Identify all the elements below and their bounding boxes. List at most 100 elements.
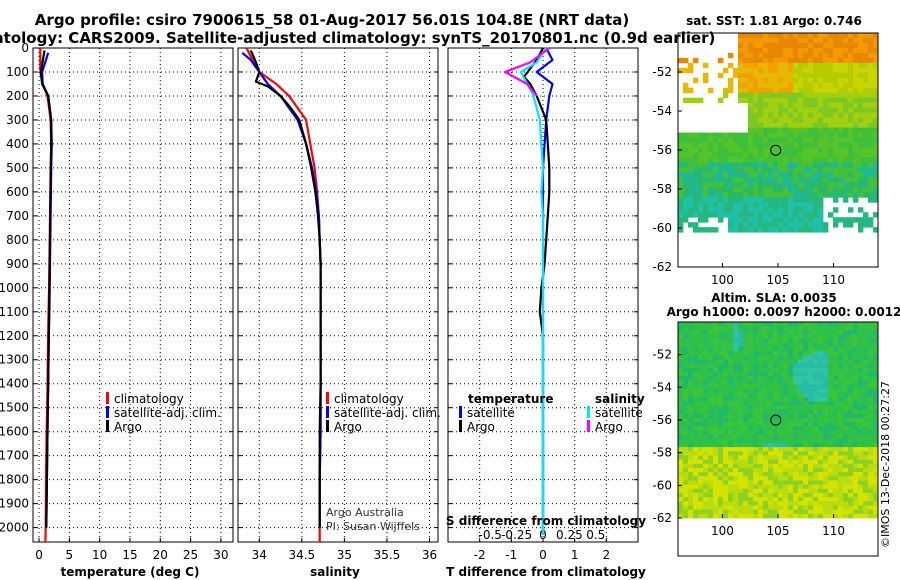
temperature-axis-label: temperature (deg C) [61, 565, 200, 579]
map-cell [858, 347, 864, 352]
map-cell [833, 388, 839, 394]
map-cell [833, 33, 839, 39]
map-cell [873, 57, 879, 64]
map-cell [728, 405, 734, 410]
map-cell [698, 326, 704, 331]
map-cell [763, 438, 769, 444]
map-cell [723, 177, 729, 183]
map-cell [768, 152, 774, 158]
map-cell [768, 467, 774, 473]
map-cell [808, 102, 814, 109]
map-cell [693, 152, 699, 158]
map-cell [753, 182, 759, 188]
map-cell [813, 182, 819, 188]
map-cell [698, 157, 704, 163]
map-cell [823, 417, 829, 423]
map-cell [853, 57, 859, 64]
map-cell [843, 197, 849, 203]
map-cell [833, 451, 839, 456]
map-cell [728, 480, 734, 486]
map-cell [693, 405, 699, 410]
map-cell [793, 451, 799, 456]
map-cell [723, 167, 729, 173]
map-cell [853, 359, 859, 365]
map-cell [803, 167, 809, 173]
map-cell [823, 192, 829, 198]
map-cell [763, 147, 769, 153]
map-cell [818, 476, 824, 481]
map-cell [678, 363, 684, 369]
map-cell [678, 405, 684, 410]
map-cell [858, 67, 864, 74]
depth-tick-label: 2000 [0, 521, 29, 535]
map-cell [733, 372, 739, 377]
map-cell [858, 107, 864, 114]
map-cell [833, 372, 839, 377]
map-cell [818, 157, 824, 163]
map-cell [758, 367, 764, 373]
map-cell [708, 152, 714, 158]
map-cell [823, 376, 829, 381]
map-cell [843, 372, 849, 377]
map-cell [703, 384, 709, 390]
credit-line-1: Argo Australia [326, 506, 404, 519]
map-cell [838, 409, 844, 415]
map-cell [808, 117, 814, 124]
map-cell [733, 355, 739, 360]
map-cell [863, 147, 869, 153]
map-cell [843, 472, 849, 477]
map-cell [758, 422, 764, 427]
map-cell [698, 338, 704, 344]
map-cell [868, 192, 874, 198]
map-cell [733, 202, 739, 208]
map-cell [818, 97, 824, 104]
map-cell [768, 342, 774, 348]
map-cell [773, 434, 779, 440]
map-cell [693, 347, 699, 352]
map-cell [803, 447, 809, 452]
map-cell [823, 112, 829, 119]
map-cell [728, 501, 734, 506]
map-cell [823, 57, 829, 64]
map-cell [793, 77, 799, 84]
map-cell [728, 363, 734, 369]
map-cell [853, 363, 859, 369]
map-cell [688, 222, 694, 228]
map-cell [828, 484, 834, 490]
map-cell [683, 392, 689, 398]
map-cell [788, 426, 794, 431]
map-cell [793, 212, 799, 218]
map-cell [798, 330, 804, 335]
map-cell [828, 127, 834, 133]
map-cell [813, 434, 819, 440]
map-cell [748, 347, 754, 352]
map-cell [813, 197, 819, 203]
map-cell [838, 380, 844, 385]
map-cell [723, 467, 729, 473]
salinity-lines [241, 47, 322, 542]
map-cell [803, 72, 809, 79]
map-cell [718, 384, 724, 390]
map-cell [848, 47, 854, 54]
map-cell [763, 442, 769, 448]
map-cell [718, 513, 724, 519]
temperature-lines [39, 48, 53, 543]
map-cell [778, 467, 784, 473]
map-cell [798, 172, 804, 178]
map-cell [738, 192, 744, 198]
map-cell [708, 401, 714, 406]
map-cell [853, 217, 859, 223]
map-cell [833, 438, 839, 444]
map-cell [703, 413, 709, 419]
map-cell [818, 182, 824, 188]
map-cell [763, 177, 769, 183]
map-cell [703, 326, 709, 331]
map-cell [868, 372, 874, 377]
map-cell [683, 501, 689, 506]
map-cell [728, 202, 734, 208]
map-cell [858, 438, 864, 444]
map-cell [748, 497, 754, 502]
map-cell [863, 392, 869, 398]
map-cell [818, 388, 824, 394]
map-cell [858, 192, 864, 198]
